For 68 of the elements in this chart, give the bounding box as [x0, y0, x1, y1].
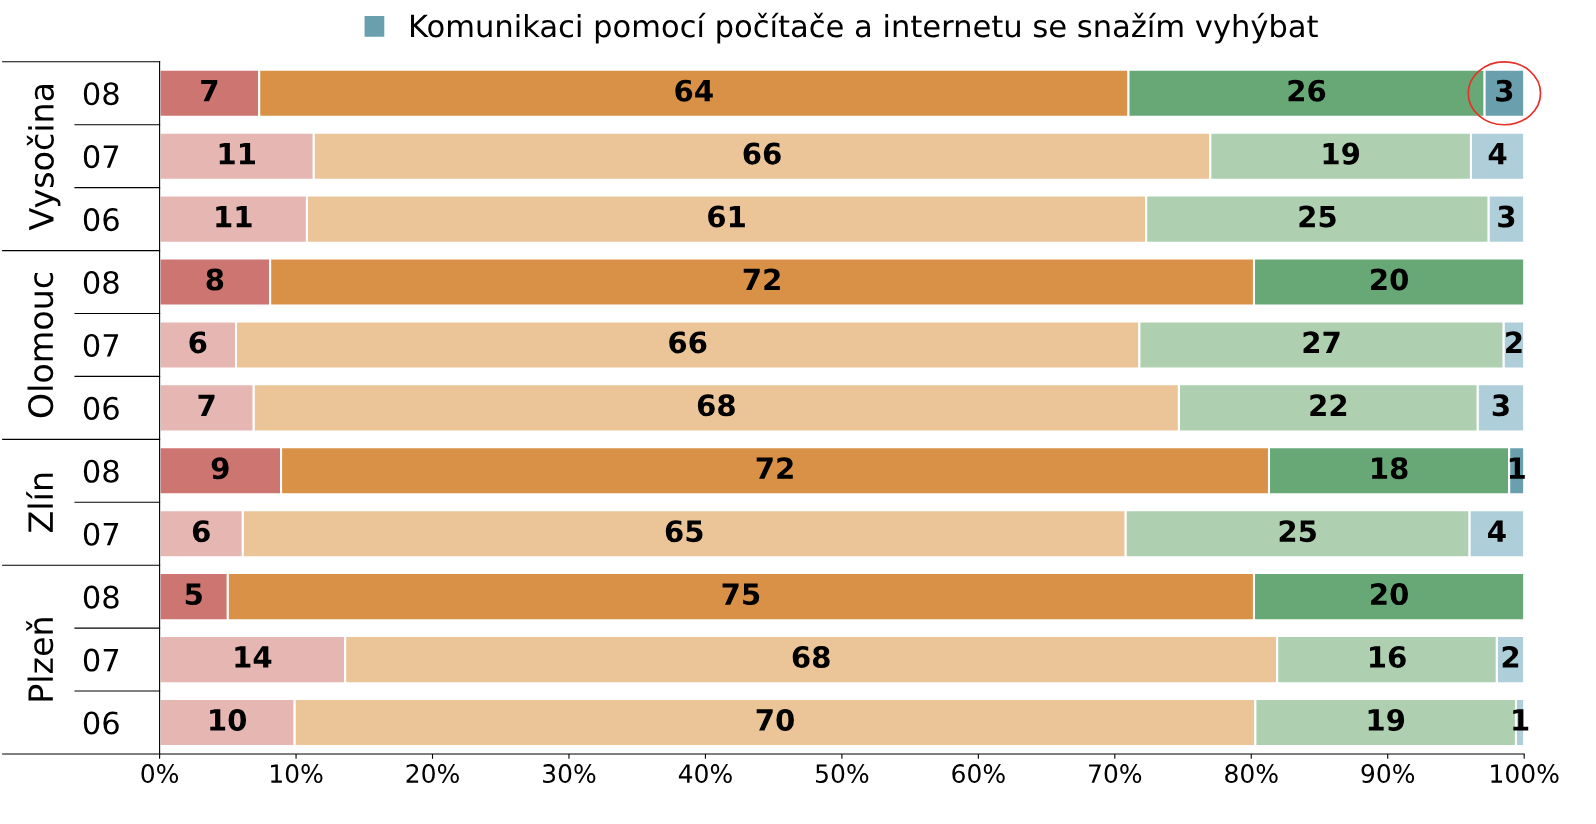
data-label: 26 — [1288, 79, 1326, 102]
data-label: 3 — [1498, 205, 1515, 228]
data-label: 68 — [792, 645, 830, 669]
data-label: 11 — [219, 142, 255, 165]
data-label: 18 — [1372, 457, 1408, 480]
data-label: 66 — [669, 331, 707, 354]
y-tick-label: 06 — [83, 208, 119, 232]
data-label: 6 — [189, 331, 207, 354]
data-label: 6 — [192, 520, 210, 543]
data-label: 20 — [1371, 268, 1408, 291]
y-tick-label: 07 — [83, 648, 119, 672]
data-label: 10 — [210, 708, 247, 731]
data-label: 64 — [675, 79, 713, 102]
x-tick-label: 90% — [1361, 764, 1415, 784]
x-tick-label: 20% — [406, 764, 459, 784]
data-label: 25 — [1299, 205, 1336, 228]
data-label: 11 — [216, 205, 252, 228]
data-label: 19 — [1323, 142, 1360, 165]
x-tick-label: 80% — [1225, 764, 1278, 784]
x-tick-label: 40% — [678, 764, 732, 784]
x-tick-label: 70% — [1089, 764, 1142, 784]
data-label: 2 — [1502, 645, 1519, 668]
data-label: 4 — [1488, 520, 1506, 542]
text: Zlín — [26, 473, 53, 533]
data-label: 2 — [1506, 331, 1522, 353]
x-tick-label: 60% — [952, 764, 1005, 784]
data-label: 7 — [201, 80, 218, 102]
data-label: 16 — [1370, 646, 1406, 669]
data-label: 8 — [206, 268, 224, 291]
y-tick-label: 07 — [83, 522, 119, 546]
y-tick-label: 08 — [83, 270, 119, 295]
y-tick-label: 08 — [83, 82, 119, 106]
x-tick-label: 50% — [816, 764, 869, 784]
data-label: 72 — [743, 268, 780, 291]
x-tick-label: 0% — [141, 764, 179, 784]
text: Vysočina — [26, 84, 61, 231]
data-label: 70 — [756, 708, 794, 731]
text: Plzeň — [26, 618, 54, 701]
data-label: 27 — [1303, 331, 1340, 353]
data-label: 20 — [1371, 583, 1408, 606]
data-label: 22 — [1310, 394, 1347, 416]
x-tick-label: 100% — [1491, 764, 1559, 784]
y-tick-label: 08 — [83, 459, 119, 483]
x-tick-label: 30% — [543, 764, 596, 784]
data-label: 7 — [198, 394, 215, 416]
y-tick-label: 07 — [83, 333, 119, 357]
data-label: 4 — [1488, 142, 1507, 165]
y-tick-label: 08 — [83, 585, 119, 609]
x-tick-label: 10% — [271, 764, 323, 784]
legend-label: Komunikaci pomocí počítače a internetu se snažím vyhýbat — [411, 12, 1318, 44]
data-label: 5 — [185, 583, 202, 606]
data-label: 9 — [211, 457, 229, 480]
data-label: 66 — [743, 142, 781, 165]
data-label: 72 — [756, 457, 793, 479]
data-label: 14 — [235, 646, 272, 668]
y-tick-label: 06 — [83, 711, 119, 735]
data-label: 61 — [708, 205, 745, 228]
data-label: 1 — [1513, 709, 1529, 731]
y-tick-label: 06 — [83, 396, 119, 420]
data-label: 19 — [1368, 708, 1405, 731]
data-label: 3 — [1492, 394, 1509, 417]
data-label: 3 — [1496, 79, 1513, 102]
data-label: 68 — [697, 394, 735, 417]
y-tick-label: 07 — [83, 145, 119, 169]
text: Olomouc — [27, 272, 54, 418]
data-label: 25 — [1279, 520, 1316, 543]
data-label: 75 — [722, 583, 760, 606]
data-label: 65 — [665, 520, 703, 543]
